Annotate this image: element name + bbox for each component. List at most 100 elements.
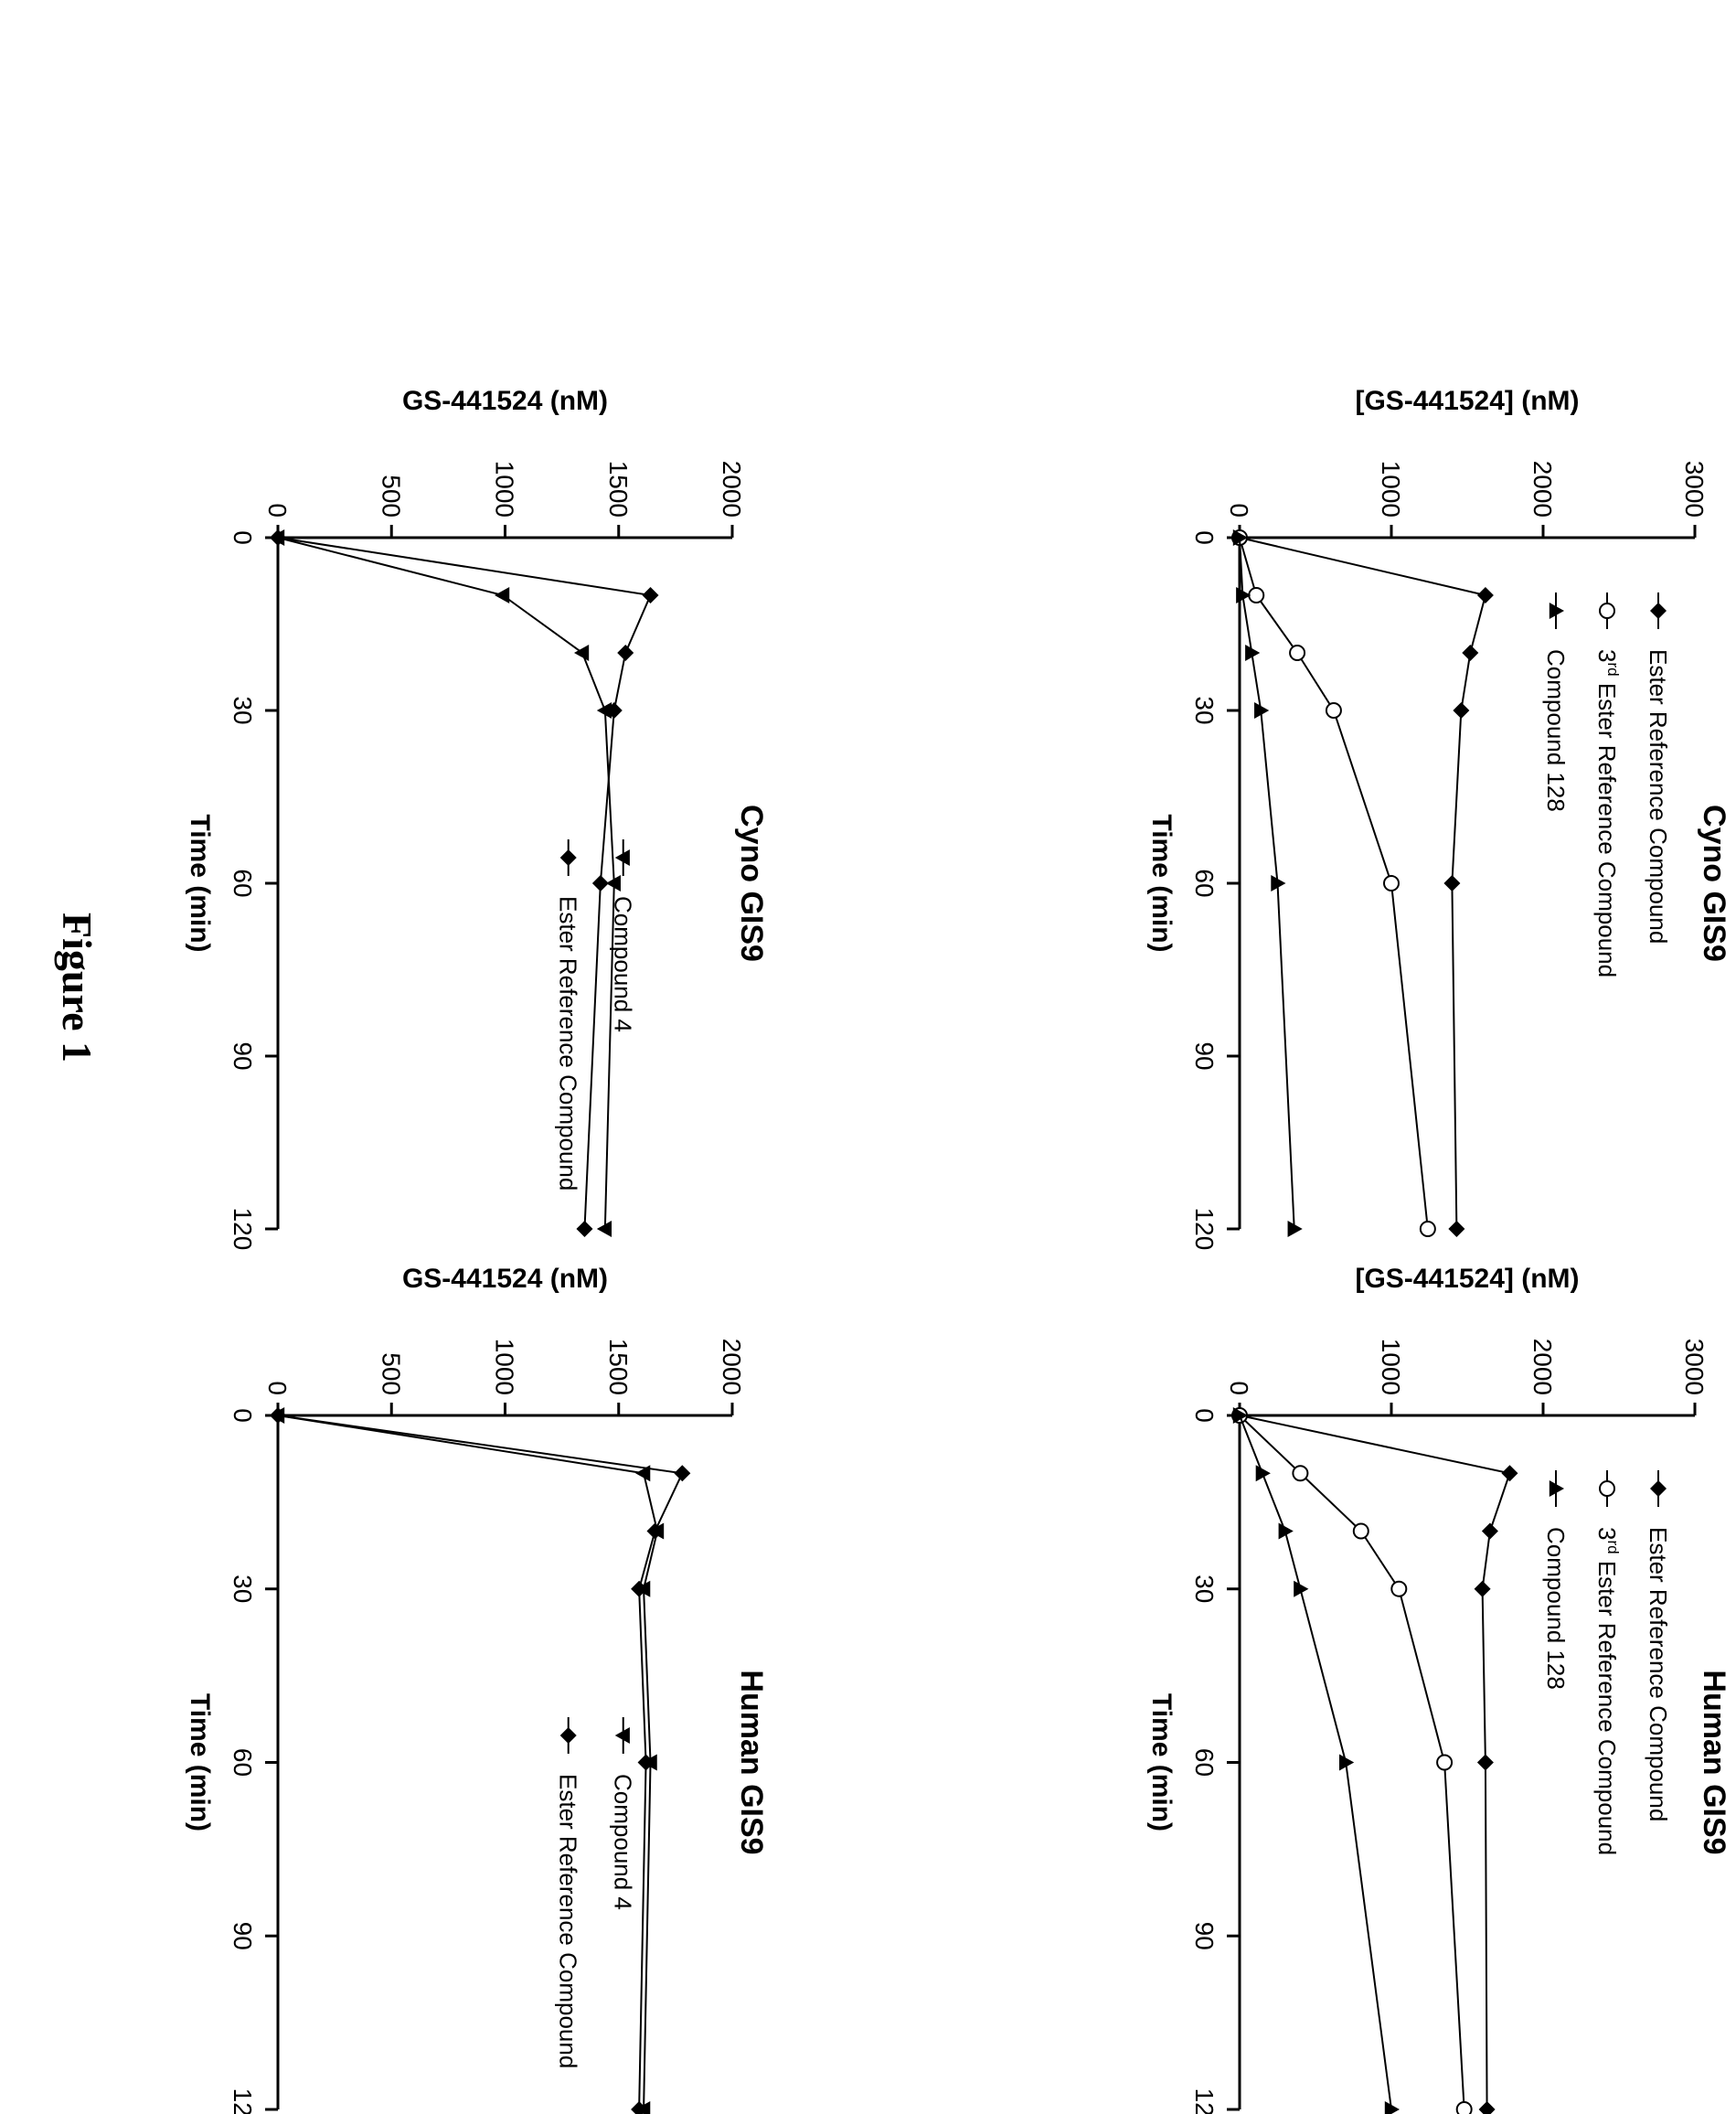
series-group (1231, 529, 1494, 1237)
data-point (270, 529, 286, 546)
legend-entry: Compound 4 (610, 896, 637, 1032)
legend-entry: 3rd Ester Reference Compound (1593, 1527, 1622, 1855)
legend-entry: Compound 128 (1542, 1527, 1570, 1690)
x-tick-label: 30 (229, 696, 257, 724)
legend-entry: Compound 128 (1542, 649, 1570, 812)
y-tick-label: 1000 (491, 461, 519, 518)
series-line (277, 1415, 684, 2110)
legend-entry: Ester Reference Compound (1645, 1527, 1672, 1821)
chart-title: Cyno GIS9 (734, 805, 769, 962)
series-line (1239, 537, 1295, 1230)
data-point (617, 645, 634, 661)
series-group (1231, 529, 1436, 1237)
y-axis-label: [GS-441524] (nM) (1355, 1264, 1579, 1294)
data-point (1352, 1522, 1369, 1540)
data-point (1419, 1221, 1436, 1237)
data-point (1476, 1754, 1494, 1771)
data-point (1248, 587, 1265, 603)
data-point (1292, 1465, 1309, 1482)
y-tick-label: 3000 (1680, 1339, 1709, 1395)
data-point (1476, 587, 1494, 603)
legend: Ester Reference Compound 3rd Ester Refere… (1542, 593, 1672, 977)
y-tick-label: 3000 (1680, 461, 1709, 518)
data-point (1448, 1221, 1465, 1237)
x-tick-label: 0 (1190, 530, 1219, 545)
chart-panel: 0 30 60 90 120 0 500 1000 1500 2000 Time (min) GS-4… (185, 386, 769, 1250)
figure-title: Figure 1 (54, 913, 101, 1062)
data-point (642, 587, 659, 603)
x-axis-label: Time (min) (185, 1693, 215, 1831)
chart-panel: 0 30 60 90 120 0 500 1000 1500 2000 Time (min) GS-4… (185, 1264, 769, 2114)
data-point (1245, 645, 1261, 661)
y-tick-label: 0 (263, 1381, 292, 1395)
x-tick-label: 120 (229, 2088, 257, 2114)
series-group (1231, 1407, 1473, 2114)
y-tick-label: 0 (1225, 1381, 1253, 1395)
x-tick-label: 60 (1190, 869, 1219, 897)
x-tick-label: 60 (229, 869, 257, 897)
legend-marker (614, 1727, 630, 1744)
data-point (1501, 1465, 1518, 1482)
data-point (635, 1465, 651, 1482)
data-point (1271, 875, 1286, 892)
legend: Ester Reference Compound 3rd Ester Refere… (1542, 1470, 1672, 1855)
data-point (1289, 645, 1306, 661)
rotated-page: Figure 1 0 30 60 90 120 0 500 1000 1500 2000 Time … (54, 386, 1731, 2114)
data-point (1481, 1522, 1498, 1540)
data-point (1287, 1221, 1303, 1237)
series-line (1239, 1415, 1465, 2110)
series-line (1239, 537, 1487, 1230)
data-point (1478, 2101, 1496, 2114)
x-tick-label: 30 (1190, 1575, 1219, 1603)
legend-entry: 3rd Ester Reference Compound (1593, 649, 1622, 977)
y-tick-label: 2000 (1528, 461, 1557, 518)
y-tick-label: 1000 (491, 1339, 519, 1395)
series-group (270, 1407, 665, 2114)
legend-entry: Ester Reference Compound (555, 1774, 582, 2068)
data-point (1453, 702, 1470, 719)
data-point (1255, 1465, 1271, 1482)
legend-marker (1549, 1480, 1564, 1497)
x-axis-label: Time (min) (185, 814, 215, 952)
charts-group: 0 30 60 90 120 0 500 1000 1500 2000 Time (min) GS-4… (185, 386, 1731, 2114)
data-point (1325, 702, 1342, 719)
data-point (1443, 875, 1461, 892)
x-tick-label: 0 (229, 1408, 257, 1423)
legend-marker (1650, 1480, 1667, 1497)
data-point (1383, 875, 1400, 892)
legend-marker (559, 849, 577, 866)
data-point (573, 645, 590, 661)
data-point (1236, 587, 1251, 603)
data-point (1294, 1580, 1309, 1597)
chart-panel: 0 30 60 90 120 0 1000 2000 3000 Time (min) [GS-441… (1146, 1264, 1731, 2114)
x-tick-label: 30 (1190, 696, 1219, 724)
y-tick-label: 500 (377, 1352, 405, 1395)
data-point (1462, 645, 1479, 661)
data-point (631, 1580, 648, 1597)
data-point (605, 875, 621, 892)
series-line (1239, 1415, 1392, 2110)
y-tick-label: 500 (377, 475, 405, 518)
y-tick-label: 1000 (1377, 1339, 1405, 1395)
data-point (1474, 1580, 1491, 1597)
chart-title: Human GIS9 (734, 1670, 769, 1854)
data-point (596, 702, 612, 719)
series-line (1239, 1415, 1511, 2110)
x-axis-label: Time (min) (1146, 1693, 1177, 1831)
legend-marker (1599, 1480, 1615, 1497)
x-tick-label: 120 (229, 1208, 257, 1251)
data-point (1254, 702, 1270, 719)
x-tick-label: 0 (229, 530, 257, 545)
legend-marker (614, 849, 630, 866)
data-point (591, 875, 609, 892)
x-tick-label: 0 (1190, 1408, 1219, 1423)
series-group (1232, 529, 1303, 1237)
data-point (1232, 529, 1248, 546)
series-line (277, 537, 615, 1230)
x-tick-label: 60 (1190, 1748, 1219, 1777)
x-tick-label: 120 (1190, 2088, 1219, 2114)
y-axis-label: [GS-441524] (nM) (1355, 386, 1579, 416)
y-tick-label: 2000 (718, 461, 746, 518)
legend-entry: Ester Reference Compound (1645, 649, 1672, 944)
